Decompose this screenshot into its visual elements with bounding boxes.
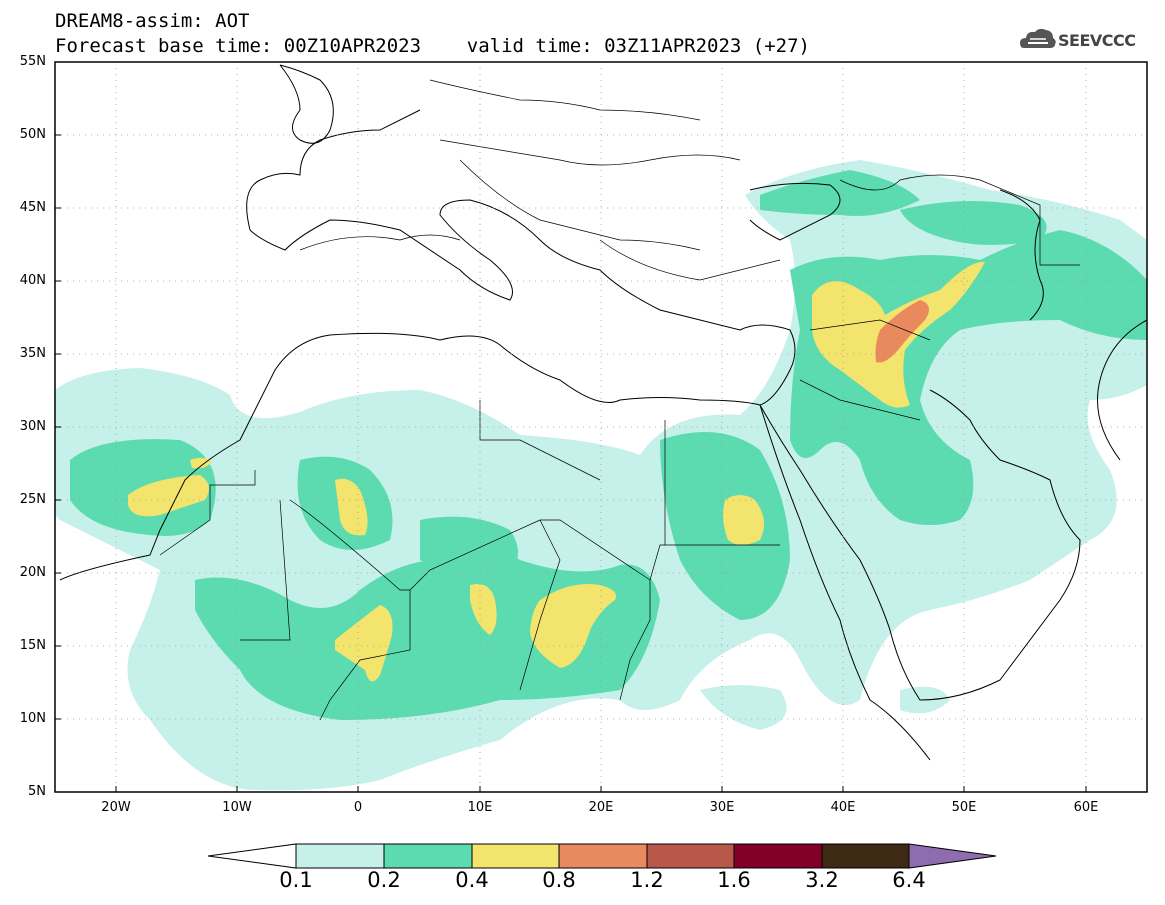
- lat-label: 15N: [19, 638, 46, 653]
- aot-level-0.8: [875, 300, 929, 363]
- colorbar-label: 3.2: [805, 868, 839, 892]
- lon-label: 30E: [709, 800, 735, 815]
- lat-label: 20N: [19, 565, 46, 580]
- seevccc-logo: SEEVCCC: [1018, 22, 1158, 58]
- lon-label: 20E: [588, 800, 614, 815]
- colorbar-label: 1.2: [630, 868, 664, 892]
- lat-label: 50N: [19, 127, 46, 142]
- colorbar-label: 0.2: [367, 868, 401, 892]
- lon-label: 60E: [1073, 800, 1099, 815]
- country-borders: [159, 79, 1080, 721]
- lat-label: 5N: [28, 784, 46, 799]
- colorbar-label: 1.6: [717, 868, 751, 892]
- chart-title: DREAM8-assim: AOT: [55, 10, 250, 32]
- lat-label: 25N: [19, 492, 46, 507]
- colorbar-under-arrow: [207, 843, 297, 869]
- colorbar-label: 0.8: [542, 868, 576, 892]
- axis-ticks: [55, 134, 1087, 792]
- colorbar-label: 0.4: [455, 868, 489, 892]
- coastlines: [59, 64, 1147, 761]
- lat-label: 55N: [19, 54, 46, 69]
- colorbar-bin-4: [558, 843, 648, 869]
- logo-text: SEEVCCC: [1058, 31, 1136, 50]
- colorbar-bin-7: [821, 843, 910, 869]
- colorbar-bin-3: [471, 843, 560, 869]
- lon-label: 20W: [101, 800, 131, 815]
- colorbar-label: 0.1: [279, 868, 313, 892]
- aot-level-0.4: [128, 261, 985, 682]
- lon-label: 10E: [467, 800, 493, 815]
- colorbar-bin-5: [646, 843, 735, 869]
- colorbar-over-arrow: [908, 843, 997, 869]
- colorbar-label: 6.4: [892, 868, 926, 892]
- colorbar: [207, 843, 997, 869]
- lat-label: 30N: [19, 419, 46, 434]
- lon-label: 0: [353, 800, 363, 815]
- forecast-time-line: Forecast base time: 00Z10APR2023 valid t…: [55, 35, 810, 57]
- lat-label: 45N: [19, 200, 46, 215]
- cloud-logo-icon: [1020, 28, 1056, 48]
- colorbar-bin-1: [295, 843, 385, 869]
- lat-label: 40N: [19, 273, 46, 288]
- graticule: [55, 62, 1147, 792]
- lat-label: 35N: [19, 346, 46, 361]
- lon-label: 40E: [830, 800, 856, 815]
- colorbar-bin-2: [383, 843, 473, 869]
- map-frame: [54, 61, 1148, 793]
- aot-contours: [55, 160, 1147, 791]
- lat-label: 10N: [19, 711, 46, 726]
- lon-label: 10W: [222, 800, 252, 815]
- colorbar-bin-6: [733, 843, 823, 869]
- lon-label: 50E: [951, 800, 977, 815]
